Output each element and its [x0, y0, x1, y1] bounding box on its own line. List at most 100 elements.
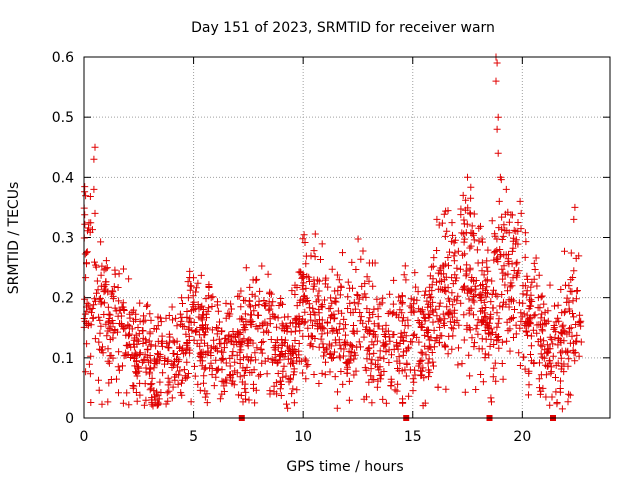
data-point [531, 266, 539, 273]
data-point [261, 357, 269, 365]
data-point [203, 399, 211, 407]
data-point [346, 299, 354, 307]
data-point [409, 332, 417, 339]
data-point [290, 346, 298, 353]
data-point [477, 222, 484, 230]
data-point [178, 294, 186, 302]
data-point [488, 217, 496, 225]
data-point [236, 360, 244, 367]
data-point [342, 331, 349, 339]
data-point [566, 325, 573, 333]
data-point [236, 338, 244, 346]
data-point [369, 282, 377, 290]
data-point [466, 372, 474, 380]
data-point [190, 274, 197, 282]
data-point [230, 332, 238, 340]
data-point [566, 339, 574, 347]
data-point [163, 389, 171, 397]
data-point [498, 236, 506, 243]
y-tick-label: 0.2 [52, 291, 74, 307]
data-point [326, 368, 334, 376]
data-point [490, 341, 498, 348]
data-point [444, 207, 452, 215]
data-point [368, 338, 376, 346]
data-point [185, 325, 193, 333]
data-point [565, 298, 573, 306]
data-point [449, 280, 457, 288]
data-point [255, 372, 263, 380]
data-point [186, 267, 194, 275]
data-point [421, 317, 429, 325]
data-point [470, 277, 477, 285]
data-point [491, 232, 499, 240]
data-point [304, 361, 312, 368]
data-point [468, 334, 476, 342]
data-point [467, 194, 475, 202]
data-point [400, 271, 408, 279]
data-point [243, 353, 251, 361]
data-point [153, 325, 160, 333]
data-point [352, 266, 360, 273]
data-point [222, 334, 230, 342]
data-point [129, 384, 137, 392]
data-point [546, 281, 554, 289]
data-point [139, 327, 147, 335]
data-point [498, 265, 506, 273]
data-point [336, 341, 344, 349]
data-point [310, 282, 318, 290]
data-point [423, 297, 431, 305]
data-point [343, 339, 351, 347]
data-point [89, 314, 97, 322]
chart-title: Day 151 of 2023, SRMTID for receiver war… [191, 20, 495, 36]
data-point [234, 329, 242, 337]
data-point [317, 256, 324, 263]
data-point [119, 399, 127, 407]
data-point [127, 354, 134, 361]
data-point [141, 351, 149, 359]
data-point [420, 310, 428, 318]
data-point [237, 303, 245, 311]
data-point [180, 350, 188, 358]
data-point [575, 318, 583, 326]
data-point [536, 390, 544, 398]
data-point [475, 224, 483, 232]
data-point [299, 298, 307, 306]
data-point [441, 283, 449, 291]
data-point [308, 332, 316, 340]
data-point [566, 391, 574, 399]
data-point [228, 379, 236, 387]
data-point [495, 315, 503, 323]
data-point [374, 356, 382, 364]
data-point [540, 300, 548, 308]
data-point [208, 303, 216, 310]
data-point [148, 396, 156, 404]
data-point [428, 307, 436, 315]
data-point [365, 277, 373, 285]
y-tick-label: 0.4 [52, 170, 74, 186]
data-point [538, 310, 546, 318]
data-point [567, 276, 575, 284]
data-point [261, 301, 268, 309]
data-point [182, 330, 190, 338]
data-point [81, 295, 89, 303]
data-point [382, 333, 389, 340]
data-point [205, 304, 213, 312]
data-point [515, 349, 523, 357]
data-point [397, 329, 405, 337]
data-point [504, 287, 511, 295]
data-point [555, 317, 563, 325]
data-point [242, 388, 250, 396]
data-point [204, 307, 212, 315]
data-point [302, 357, 310, 365]
data-point [448, 313, 456, 321]
data-point [309, 343, 317, 351]
data-point [549, 352, 557, 360]
data-point [245, 336, 253, 344]
data-point [409, 387, 417, 395]
data-point [152, 342, 160, 350]
data-point [302, 284, 310, 292]
data-point [354, 300, 362, 308]
data-point [168, 303, 176, 311]
data-point [97, 238, 105, 246]
data-point [436, 277, 444, 285]
